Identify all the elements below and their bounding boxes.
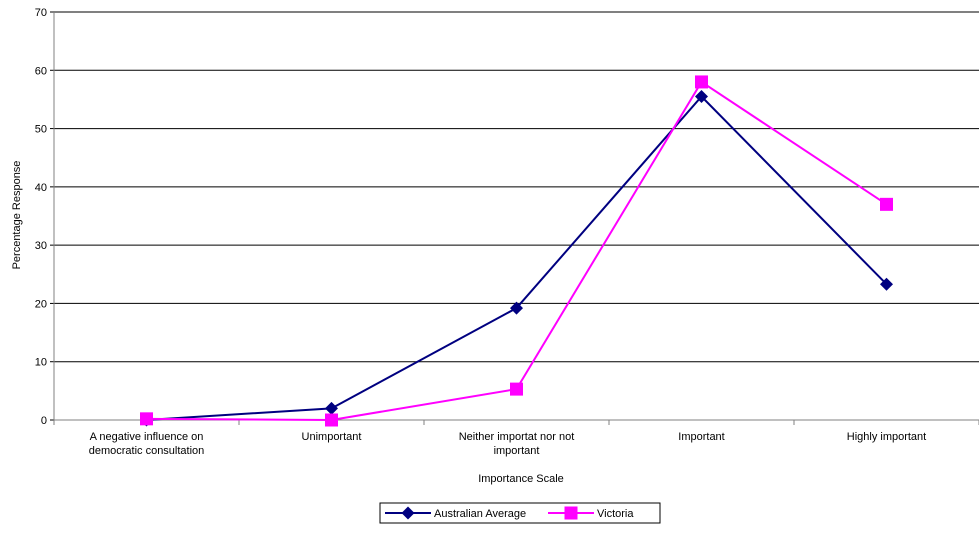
series-australian-average <box>140 90 893 427</box>
y-tick-label: 20 <box>35 298 47 310</box>
x-tick-label: Important <box>678 431 724 443</box>
y-axis-ticks: 0 10 20 30 40 50 60 70 <box>35 7 54 427</box>
legend-box <box>379 502 661 524</box>
data-point <box>510 301 523 315</box>
data-point <box>880 277 893 291</box>
y-tick-label: 30 <box>35 240 47 252</box>
x-tick-label: Unimportant <box>302 431 362 443</box>
legend-label: Victoria <box>597 508 634 520</box>
x-tick-label: A negative influence on democratic consul… <box>89 431 205 457</box>
legend-marker <box>564 506 578 520</box>
x-tick-label: Neither importat nor not important <box>459 431 575 457</box>
gridlines <box>54 11 979 363</box>
data-point <box>880 197 893 211</box>
y-tick-label: 50 <box>35 124 47 136</box>
data-point <box>325 413 338 427</box>
axes <box>53 12 979 421</box>
y-tick-label: 10 <box>35 357 47 369</box>
data-point <box>695 75 708 89</box>
legend-entry: Victoria <box>548 506 634 520</box>
x-axis-ticks: A negative influence on democratic consul… <box>53 420 979 457</box>
data-point <box>695 90 708 104</box>
y-tick-label: 70 <box>35 7 47 19</box>
y-tick-label: 40 <box>35 182 47 194</box>
y-axis-label: Percentage Response <box>11 161 23 270</box>
legend: Australian Average Victoria <box>379 502 661 524</box>
legend-marker <box>401 506 415 520</box>
series-layer <box>140 75 893 427</box>
x-axis-label: Importance Scale <box>478 473 564 485</box>
x-tick-label: Highly important <box>847 431 926 443</box>
y-tick-label: 0 <box>41 415 47 427</box>
data-point <box>325 401 338 415</box>
series-line <box>146 80 888 422</box>
legend-label: Australian Average <box>434 508 526 520</box>
data-point <box>510 382 523 396</box>
series-line <box>146 95 888 421</box>
legend-entry: Australian Average <box>385 506 526 520</box>
series-victoria <box>140 75 893 427</box>
y-tick-label: 60 <box>35 65 47 77</box>
data-point <box>140 412 153 426</box>
